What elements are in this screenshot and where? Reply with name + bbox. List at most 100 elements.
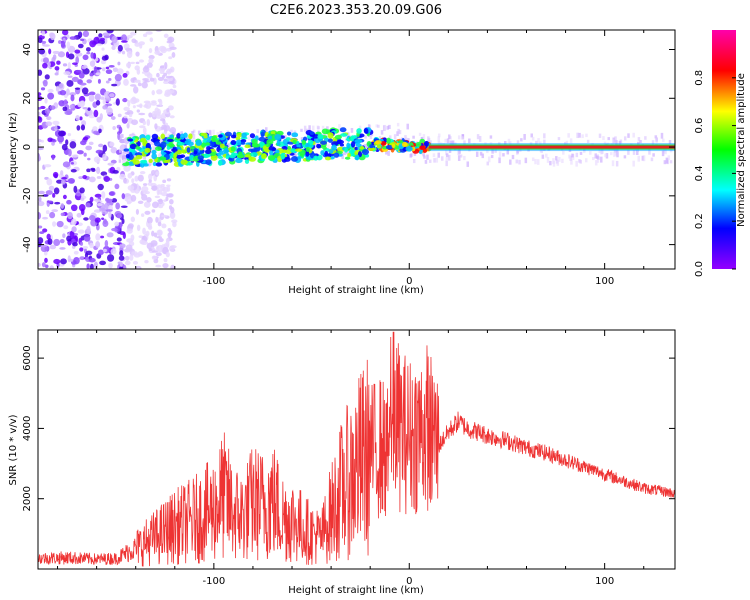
spectrogram-noise-blob xyxy=(168,81,175,85)
spectrogram-scatter-blob xyxy=(180,159,188,165)
spectrogram-noise-blob xyxy=(116,68,124,75)
spectrogram-noise-blob xyxy=(137,200,144,204)
spectrogram-noise-blob xyxy=(41,262,46,268)
spectrogram-noise-blob xyxy=(166,186,171,192)
spectrogram-noise-blob xyxy=(123,115,128,119)
spectrogram-scatter-blob xyxy=(237,153,245,159)
spectrogram-haze xyxy=(124,144,128,149)
spectrogram-noise-blob xyxy=(128,113,133,118)
spectrogram-scatter-blob xyxy=(181,149,186,154)
spectrogram-noise-blob xyxy=(167,89,175,94)
spectrogram-noise-blob xyxy=(144,259,149,264)
spectrogram-haze xyxy=(180,131,183,135)
snr-ytick-label: 4000 xyxy=(22,416,33,441)
spectrogram-noise-blob xyxy=(76,125,81,131)
spectrogram-noise-blob xyxy=(99,37,105,42)
spectrogram-noise-blob xyxy=(118,126,123,134)
spectrogram-scatter-blob xyxy=(199,149,205,155)
spectrogram-noise-blob xyxy=(96,43,103,46)
spectrogram-haze xyxy=(581,134,584,139)
spectrogram-haze xyxy=(537,138,540,143)
spectrogram-haze xyxy=(556,160,560,166)
spectrogram-scatter-blob xyxy=(258,136,266,142)
spectrogram-noise-blob xyxy=(122,98,128,103)
spectrogram-haze xyxy=(346,132,350,138)
spectrogram-noise-blob xyxy=(123,106,130,112)
spectrogram-scatter-blob xyxy=(145,142,151,150)
spectrogram-haze xyxy=(433,158,436,163)
spectrogram-noise-blob xyxy=(143,100,151,104)
spectrogram-haze xyxy=(424,160,428,164)
spectrogram-noise-blob xyxy=(169,211,176,219)
spectrogram-scatter-blob xyxy=(355,143,362,148)
spectrogram-noise-blob xyxy=(142,156,147,160)
spectrogram-noise-blob xyxy=(60,40,66,48)
spectrogram-noise-blob xyxy=(42,228,48,233)
spectrogram-noise-blob xyxy=(120,205,128,209)
spectrogram-noise-blob xyxy=(67,148,72,157)
spectrogram-noise-blob xyxy=(160,185,166,192)
spectrogram-noise-blob xyxy=(86,51,91,55)
spectrogram-noise-blob xyxy=(40,87,46,91)
spectrogram-noise-blob xyxy=(70,168,77,173)
spectrogram-ytick-label: 40 xyxy=(22,43,33,56)
spectrogram-scatter-blob xyxy=(290,148,297,153)
spectrogram-haze xyxy=(509,159,512,165)
spectrogram-noise-blob xyxy=(138,235,143,239)
spectrogram-noise-blob xyxy=(119,243,126,249)
spectrogram-haze xyxy=(562,150,565,155)
spectrogram-haze xyxy=(463,140,466,145)
spectrogram-noise-blob xyxy=(38,153,41,161)
spectrogram-scatter-blob xyxy=(267,154,276,161)
spectrogram-haze xyxy=(575,160,578,167)
spectrogram-noise-blob xyxy=(116,213,122,219)
spectrogram-scatter-blob xyxy=(224,131,232,137)
colorbar-gradient xyxy=(712,30,736,269)
spectrogram-noise-blob xyxy=(56,179,63,184)
spectrogram-noise-blob xyxy=(88,215,96,221)
spectrogram-haze xyxy=(457,149,460,156)
spectrogram-noise-blob xyxy=(53,238,61,247)
spectrogram-haze xyxy=(667,155,671,161)
spectrogram-xtick-label: 100 xyxy=(595,276,614,287)
spectrogram-haze xyxy=(256,129,259,134)
spectrogram-noise-blob xyxy=(78,176,84,179)
spectrogram-noise-blob xyxy=(70,161,75,165)
spectrogram-noise-blob xyxy=(163,258,168,263)
spectrogram-scatter-blob xyxy=(193,150,198,155)
spectrogram-noise-blob xyxy=(89,40,97,48)
spectrogram-noise-blob xyxy=(136,109,140,113)
spectrogram-scatter-blob xyxy=(140,137,147,143)
spectrogram-noise-blob xyxy=(124,111,131,115)
spectrogram-noise-blob xyxy=(67,62,71,70)
spectrogram-noise-blob xyxy=(146,72,153,79)
spectrogram-haze xyxy=(290,129,293,136)
spectrogram-haze xyxy=(451,140,455,146)
spectrogram-haze xyxy=(420,136,424,141)
snr-xtick-label: 0 xyxy=(406,576,412,587)
spectrogram-noise-blob xyxy=(148,222,152,229)
spectrogram-scatter-blob xyxy=(189,154,195,162)
spectrogram-noise-blob xyxy=(42,62,48,69)
spectrogram-noise-blob xyxy=(171,52,176,58)
spectrogram-haze xyxy=(623,155,627,159)
spectrogram-noise-blob xyxy=(38,111,41,116)
spectrogram-noise-blob xyxy=(122,178,130,184)
spectrogram-haze xyxy=(268,152,271,158)
spectrogram-haze xyxy=(404,135,407,141)
spectrogram-noise-blob xyxy=(77,31,83,38)
spectrogram-haze xyxy=(600,156,603,163)
spectrogram-haze xyxy=(191,131,194,136)
spectrogram-noise-blob xyxy=(126,201,131,205)
spectrogram-haze xyxy=(491,149,494,154)
spectrogram-noise-blob xyxy=(93,156,101,163)
spectrogram-haze xyxy=(490,154,494,159)
spectrogram-scatter-blob xyxy=(151,133,159,140)
spectrogram-haze xyxy=(192,133,196,140)
spectrogram-haze xyxy=(478,135,482,142)
spectrogram-noise-blob xyxy=(69,92,76,96)
spectrogram-haze xyxy=(567,133,570,138)
spectrogram-noise-blob xyxy=(97,78,101,84)
spectrogram-scatter-blob xyxy=(322,146,327,150)
spectrogram-scatter-blob xyxy=(350,141,356,148)
